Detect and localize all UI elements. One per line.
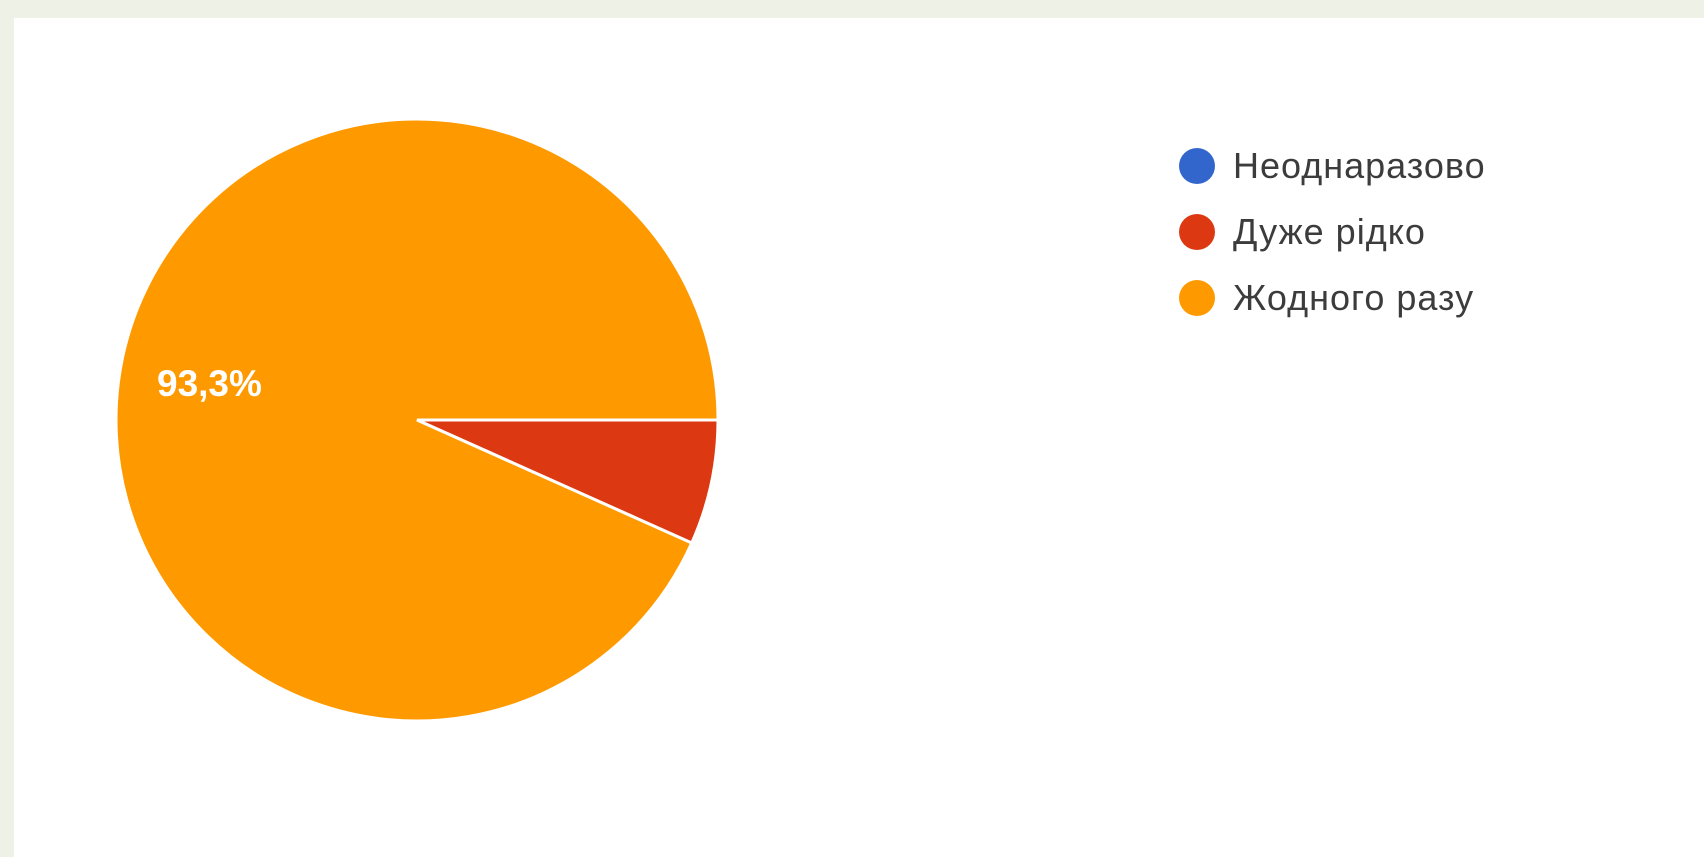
legend-item-zhodnogo-razu[interactable]: Жодного разу: [1179, 265, 1486, 331]
chart-panel: 93,3% Неоднаразово Дуже рідко Жодного ра…: [14, 18, 1704, 857]
legend-swatch: [1179, 280, 1215, 316]
pie-slices: [114, 117, 720, 723]
legend-item-duzhe-ridko[interactable]: Дуже рідко: [1179, 199, 1486, 265]
legend-swatch: [1179, 148, 1215, 184]
legend-swatch: [1179, 214, 1215, 250]
slice-label-zhodnogo-razu: 93,3%: [157, 363, 262, 404]
legend: Неоднаразово Дуже рідко Жодного разу: [1179, 133, 1486, 331]
legend-item-neodnarazovo[interactable]: Неоднаразово: [1179, 133, 1486, 199]
pie-chart: 93,3%: [114, 117, 720, 723]
legend-label: Неоднаразово: [1233, 145, 1486, 186]
slice-duzhe-ridko[interactable]: [416, 418, 720, 545]
pie-labels: 93,3%: [157, 363, 262, 404]
legend-label: Дуже рідко: [1233, 211, 1426, 252]
slice-zhodnogo-razu[interactable]: [114, 117, 720, 723]
legend-label: Жодного разу: [1233, 277, 1475, 318]
